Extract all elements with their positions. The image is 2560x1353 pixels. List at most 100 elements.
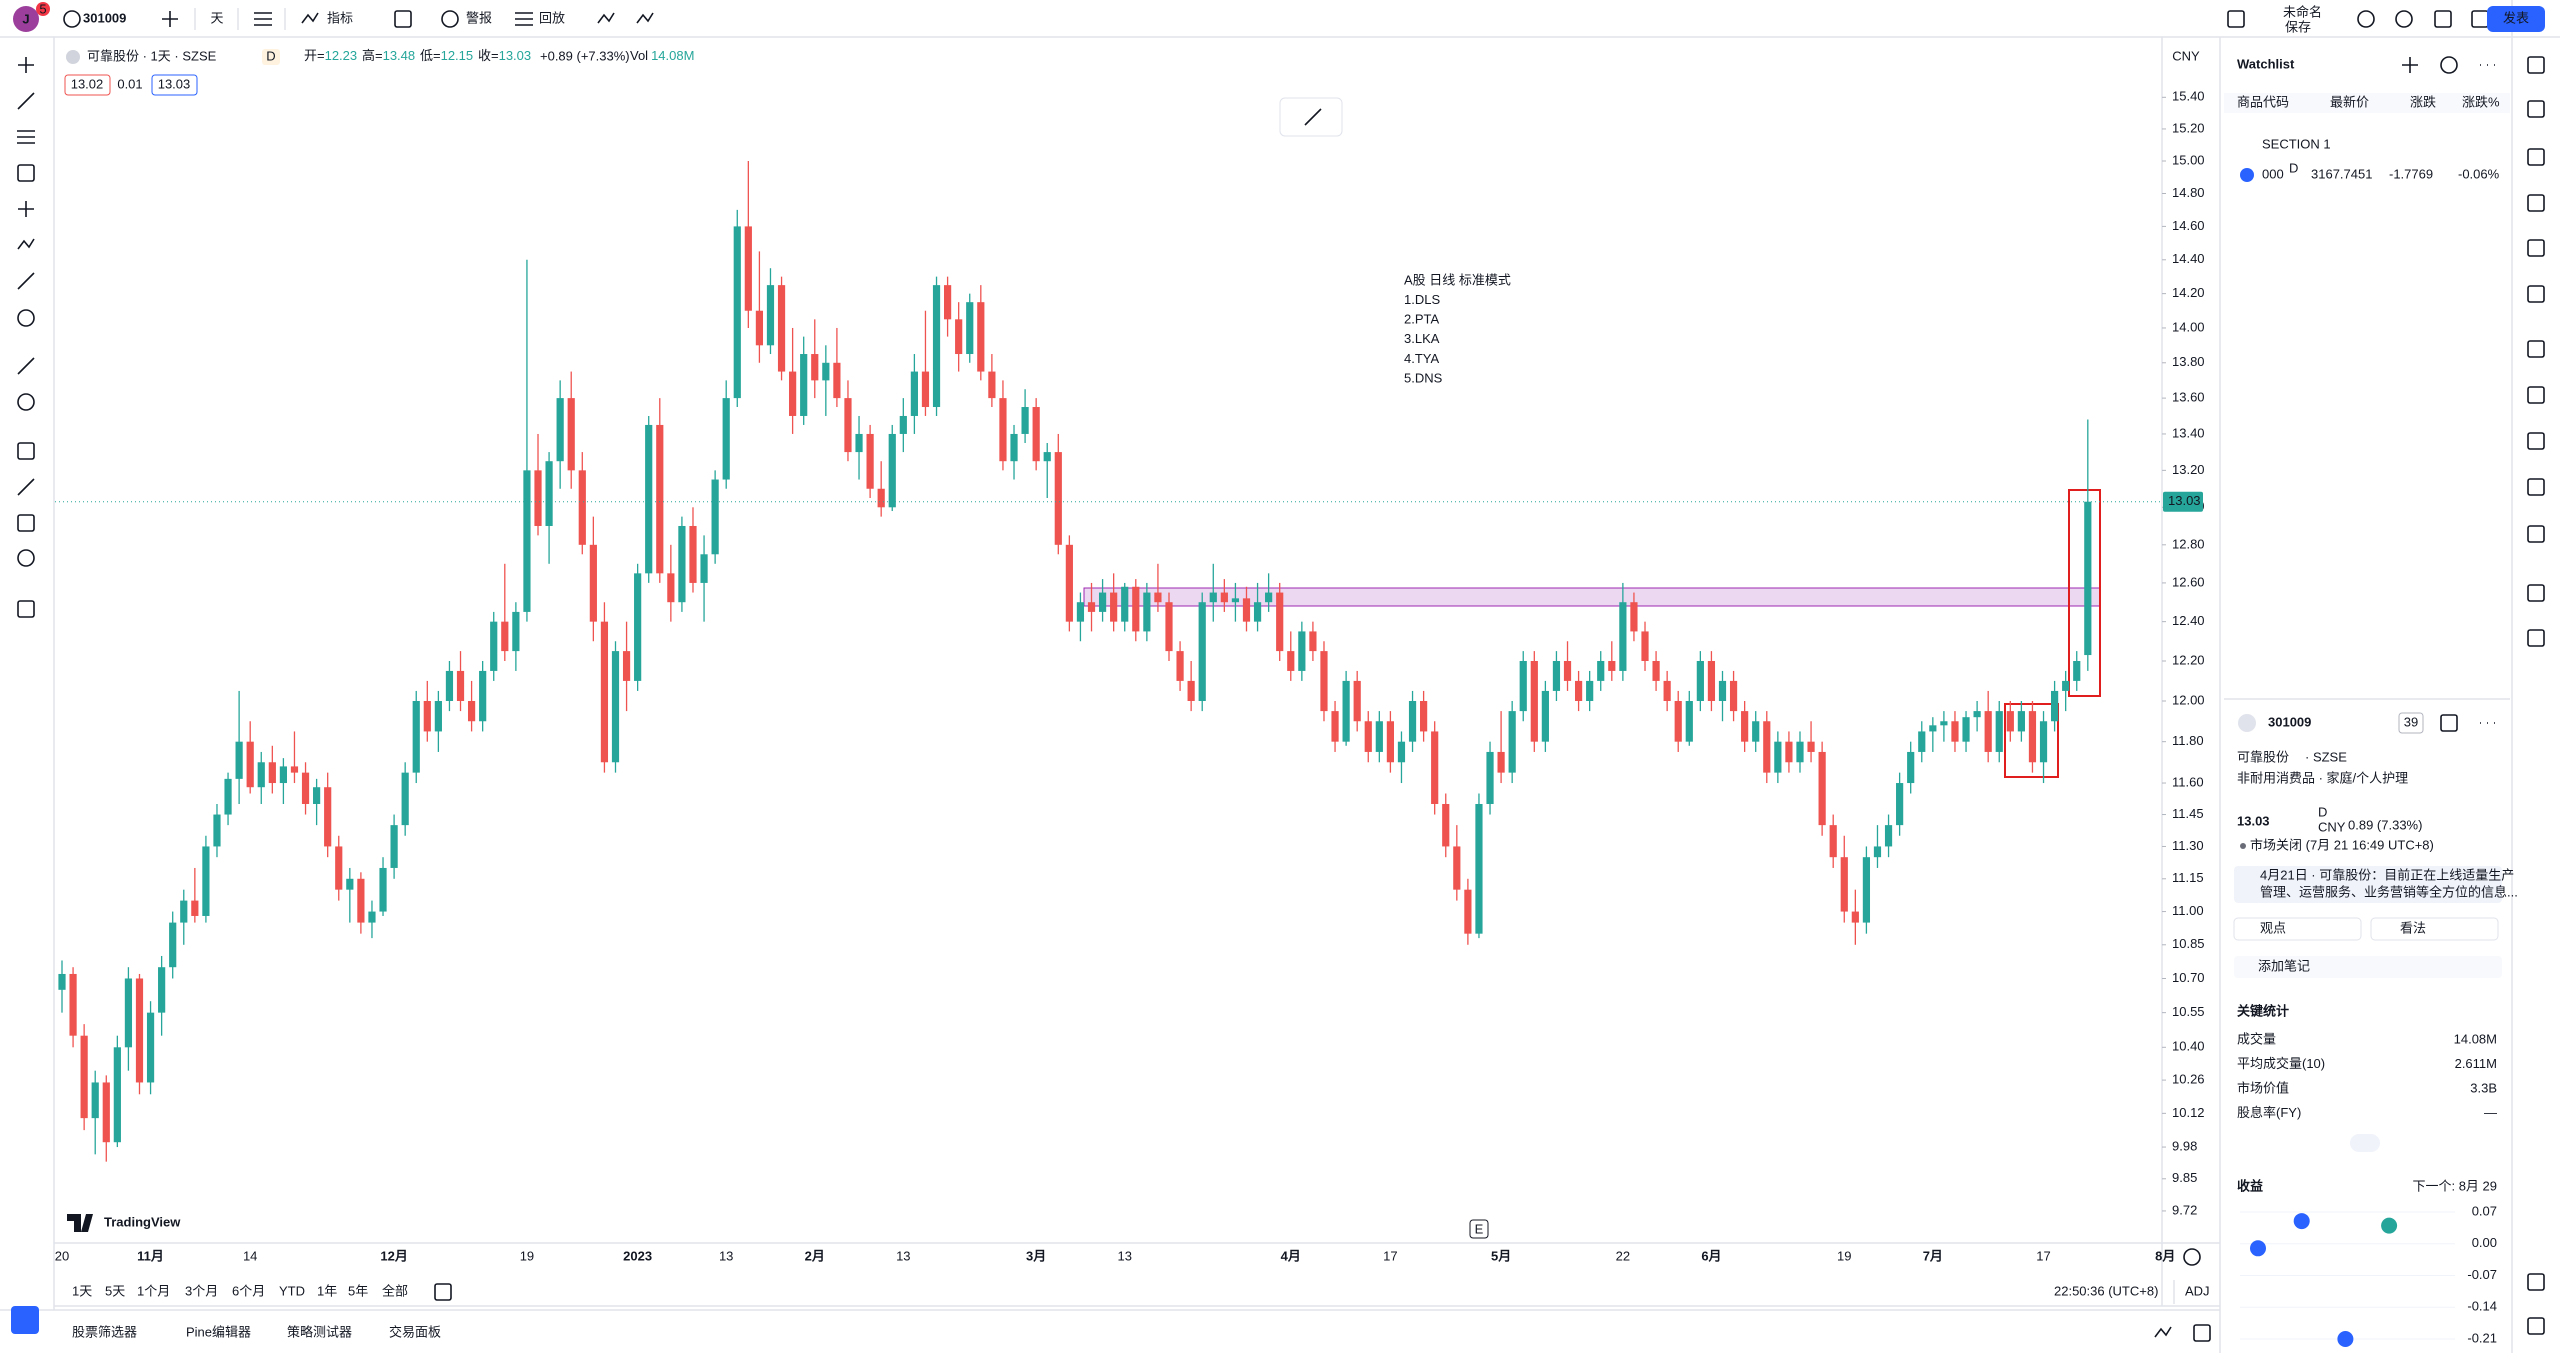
publish-button[interactable] — [2487, 6, 2545, 32]
icon[interactable] — [17, 600, 35, 618]
icon[interactable] — [63, 10, 81, 28]
currency-selector[interactable]: CNY — [2172, 48, 2200, 63]
icon[interactable] — [17, 442, 35, 460]
panel-button-label[interactable]: 观点 — [2260, 920, 2286, 935]
icon[interactable] — [17, 164, 35, 182]
icon[interactable] — [2527, 148, 2545, 166]
layout-name[interactable]: 未命名 — [2283, 4, 2322, 19]
icon[interactable] — [2527, 285, 2545, 303]
bottom-tab[interactable]: 策略测试器 — [287, 1324, 352, 1339]
bottom-tab[interactable]: Pine编辑器 — [186, 1324, 251, 1339]
range-button[interactable]: 5天 — [105, 1283, 125, 1298]
alerts-button[interactable]: 警报 — [466, 10, 492, 25]
icon[interactable] — [2183, 1248, 2201, 1266]
icon[interactable] — [2227, 10, 2245, 28]
favorites-button[interactable] — [11, 1306, 39, 1334]
icon[interactable] — [441, 10, 459, 28]
bid-price[interactable]: 13.02 — [71, 76, 104, 91]
adj-button[interactable]: ADJ — [2185, 1283, 2210, 1298]
row-symbol[interactable]: 000 — [2262, 166, 2284, 181]
floating-toolbar[interactable] — [1279, 97, 1343, 137]
watchlist-title[interactable]: Watchlist — [2237, 56, 2295, 71]
icon[interactable] — [254, 12, 272, 26]
icon[interactable] — [162, 11, 178, 27]
add-note[interactable]: 添加笔记 — [2258, 958, 2310, 973]
icon[interactable] — [2527, 1273, 2545, 1291]
icon[interactable] — [1304, 108, 1322, 126]
expand-button[interactable] — [2350, 1134, 2380, 1152]
icon[interactable] — [301, 12, 319, 24]
icon[interactable] — [2527, 56, 2545, 74]
bottom-tab[interactable]: 交易面板 — [389, 1324, 441, 1339]
icon[interactable] — [2440, 56, 2458, 74]
range-button[interactable]: 1年 — [317, 1283, 337, 1298]
indicators-button[interactable]: 指标 — [327, 10, 353, 25]
save-label[interactable]: 保存 — [2285, 19, 2311, 34]
icon[interactable] — [2527, 584, 2545, 602]
icon[interactable] — [2527, 525, 2545, 543]
range-button[interactable]: 1个月 — [137, 1283, 170, 1298]
publish-label[interactable]: 发表 — [2503, 10, 2529, 25]
icon[interactable] — [2193, 1324, 2211, 1342]
column-header[interactable]: 商品代码 — [2237, 94, 2289, 109]
panel-button[interactable] — [2233, 917, 2362, 941]
range-button[interactable]: YTD — [279, 1283, 305, 1298]
icon[interactable] — [2527, 386, 2545, 404]
section-title[interactable]: SECTION 1 — [2262, 136, 2331, 151]
icon[interactable] — [2154, 1326, 2172, 1338]
range-button[interactable]: 1天 — [72, 1283, 92, 1298]
icon[interactable] — [394, 10, 412, 28]
icon[interactable] — [2395, 10, 2413, 28]
panel-button[interactable] — [2370, 917, 2499, 941]
icon[interactable] — [17, 92, 35, 110]
panel-symbol[interactable]: 301009 — [2268, 714, 2311, 729]
icon[interactable] — [17, 130, 35, 144]
earnings-marker[interactable] — [1469, 1219, 1489, 1239]
icon[interactable] — [2527, 340, 2545, 358]
icon[interactable] — [2527, 432, 2545, 450]
icon[interactable] — [17, 393, 35, 411]
range-button[interactable]: 全部 — [382, 1283, 408, 1298]
symbol-search[interactable]: 301009 — [83, 10, 126, 25]
icon[interactable] — [515, 12, 533, 26]
range-button[interactable]: 3个月 — [185, 1283, 218, 1298]
icon[interactable] — [17, 309, 35, 327]
ask-price[interactable]: 13.03 — [158, 76, 191, 91]
icon[interactable] — [2357, 10, 2375, 28]
range-button[interactable]: 5年 — [348, 1283, 368, 1298]
icon[interactable] — [2527, 478, 2545, 496]
icon[interactable] — [2527, 629, 2545, 647]
icon[interactable] — [2527, 239, 2545, 257]
symbol-title[interactable]: 可靠股份 · 1天 · SZSE — [87, 48, 217, 63]
column-header[interactable]: 涨跌 — [2410, 94, 2436, 109]
icon[interactable] — [18, 57, 34, 73]
icon[interactable] — [17, 357, 35, 375]
icon[interactable] — [2434, 10, 2452, 28]
icon[interactable] — [434, 1283, 452, 1301]
column-header[interactable]: 涨跌% — [2462, 94, 2500, 109]
icon[interactable] — [17, 238, 35, 250]
icon[interactable] — [597, 12, 615, 24]
icon[interactable] — [17, 478, 35, 496]
icon[interactable] — [2527, 194, 2545, 212]
range-button[interactable]: 6个月 — [232, 1283, 265, 1298]
icon[interactable] — [2527, 100, 2545, 118]
icon[interactable] — [2527, 1317, 2545, 1335]
interval[interactable]: 天 — [210, 10, 223, 25]
bottom-tab[interactable]: 股票筛选器 — [72, 1324, 137, 1339]
replay-button[interactable]: 回放 — [539, 10, 565, 25]
icon[interactable] — [18, 201, 34, 217]
avatar[interactable] — [13, 6, 39, 32]
icon[interactable] — [17, 549, 35, 567]
icon[interactable] — [636, 12, 654, 24]
avatar-letter[interactable]: J — [22, 11, 29, 26]
icon[interactable] — [2402, 57, 2418, 73]
icon[interactable] — [2440, 714, 2458, 732]
company-name[interactable]: 可靠股份 — [2237, 749, 2289, 764]
icon[interactable] — [17, 514, 35, 532]
column-header[interactable]: 最新价 — [2330, 94, 2369, 109]
icon[interactable] — [17, 272, 35, 290]
note-button[interactable] — [2234, 956, 2502, 978]
news-card[interactable] — [2234, 866, 2502, 903]
panel-button-label[interactable]: 看法 — [2400, 920, 2426, 935]
